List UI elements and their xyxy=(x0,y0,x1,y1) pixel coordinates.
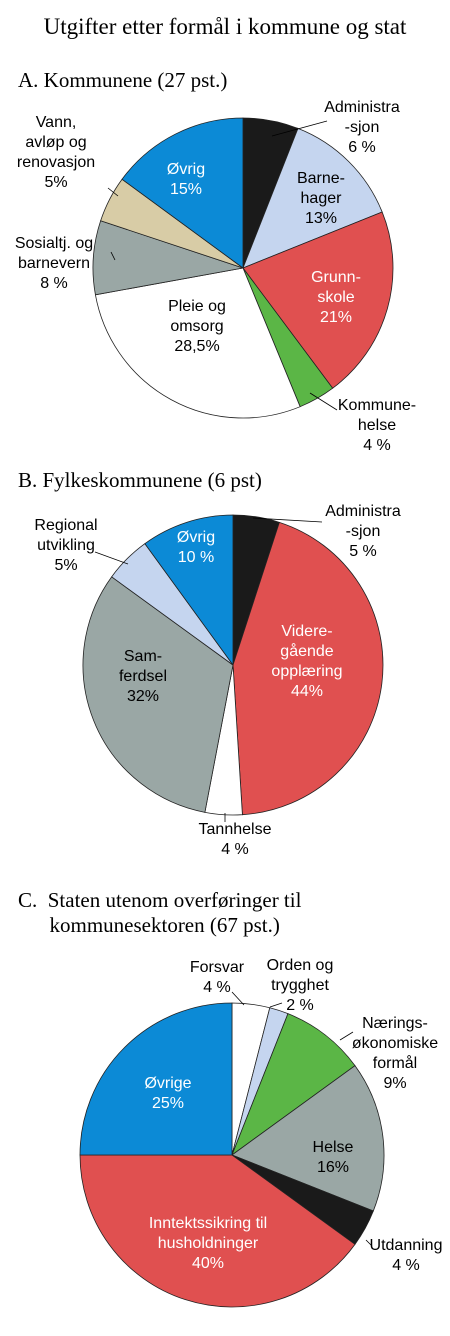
slice-label-kommune: Kommune-helse 4 % xyxy=(338,397,416,454)
slice-videre xyxy=(232,521,384,816)
slice-label-barne: Barne-hager 13% xyxy=(297,170,345,227)
slice-label-administra: Administra -sjon 5 % xyxy=(325,503,401,560)
slice-grunn xyxy=(242,211,394,389)
leader-line xyxy=(252,517,323,523)
slice-label-sosialtj-og: Sosialtj. og barnevern 8 % xyxy=(15,235,93,292)
slice-label-administra: Administra -sjon 6 % xyxy=(324,99,400,156)
slice-label-inntektssikring-til: Inntektssikring til husholdninger 40% xyxy=(149,1215,267,1272)
slice-ovrige xyxy=(79,1002,233,1156)
chart-b-title: B. Fylkeskommunene (6 pst) xyxy=(18,468,262,492)
slice-label-forsvar: Forsvar 4 % xyxy=(190,959,245,996)
leader-line xyxy=(231,991,245,1006)
slice-label-tannhelse: Tannhelse 4 % xyxy=(199,821,272,858)
leader-line xyxy=(110,251,116,261)
slice-naerings xyxy=(231,1013,356,1157)
leader-line xyxy=(107,187,119,197)
figure-title: Utgifter etter formål i kommune og stat xyxy=(43,14,407,39)
slice-label-pleie-og: Pleie og omsorg 28,5% xyxy=(168,298,226,355)
slice-label-naerings: Nærings-økonomiske formål 9% xyxy=(352,1015,438,1092)
chart-a-title: A. Kommunene (27 pst.) xyxy=(18,68,228,92)
slice-label-utdanning: Utdanning 4 % xyxy=(370,1237,443,1274)
slice-label-orden-og: Orden og trygghet 2 % xyxy=(267,957,334,1014)
slice-inntektssikring-til xyxy=(79,1154,356,1308)
leader-line xyxy=(269,1002,283,1008)
pie-b: Administra -sjon 5 % Videre-gående opplæring… xyxy=(34,503,400,858)
slice-label-sam: Sam-ferdsel 32% xyxy=(119,648,167,705)
leader-line xyxy=(94,551,129,565)
slice-label-ovrige: Øvrige 25% xyxy=(144,1075,191,1112)
leader-line xyxy=(271,120,328,137)
leader-line xyxy=(309,392,338,411)
slice-barne xyxy=(242,127,383,269)
pie-a: Administra -sjon 6 % Barne-hager 13% Grunn-sk… xyxy=(15,99,416,454)
chart-c-title: C. Staten utenom overføringer til kommun… xyxy=(18,888,302,937)
leader-line xyxy=(365,1239,373,1247)
pie-c: Forsvar 4 % Orden og trygghet 2 % Nærings-øko… xyxy=(79,957,443,1308)
slice-helse xyxy=(231,1065,385,1212)
slice-pleie-og xyxy=(94,267,301,419)
leader-line xyxy=(339,1031,354,1041)
slice-ovrig xyxy=(121,117,244,269)
slice-label-grunn: Grunn-skole 21% xyxy=(311,269,361,326)
slice-label-vann: Vann, avløp og renovasjon 5% xyxy=(17,114,95,191)
slice-sam xyxy=(82,576,234,813)
slice-label-regional: Regional utvikling 5% xyxy=(34,517,97,574)
slice-label-ovrig: Øvrig 15% xyxy=(167,161,205,198)
slice-label-videre: Videre-gående opplæring 44% xyxy=(271,623,342,700)
slice-label-ovrig: Øvrig 10 % xyxy=(177,529,215,566)
slice-ovrig xyxy=(144,514,234,667)
slice-label-helse: Helse 16% xyxy=(313,1139,354,1176)
